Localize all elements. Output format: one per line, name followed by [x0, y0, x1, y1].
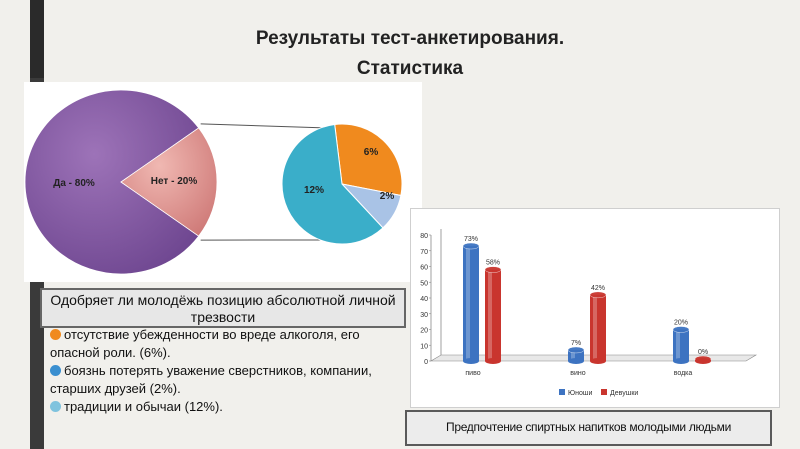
- pie-slice-yes: [24, 89, 200, 275]
- bar-top-cap: [567, 346, 585, 354]
- y-tick-label: 10: [420, 343, 428, 350]
- y-tick-label: 30: [420, 312, 428, 319]
- sub-slice-6: [334, 123, 403, 197]
- light-blue-bullet-icon: [50, 401, 61, 412]
- bar-вино-boys: [568, 349, 584, 361]
- bar-value-label: 0%: [698, 349, 708, 356]
- sub-label-1: 6%: [364, 147, 379, 158]
- blue-bullet-icon: [50, 365, 61, 376]
- bar-caption-text: Предпочтение спиртных напитков молодыми …: [446, 420, 731, 434]
- bar-highlight: [593, 294, 597, 361]
- sub-slice-12: [281, 123, 384, 245]
- reason-text-1: отсутствие убежденности во вреде алкогол…: [50, 327, 360, 360]
- bar-value-label: 20%: [674, 320, 688, 327]
- bar-highlight: [676, 329, 680, 361]
- bar-top-cap: [484, 266, 502, 273]
- legend-label-girls: Девушки: [610, 390, 638, 397]
- connector-line-top: [200, 123, 329, 129]
- y-tick-label: 40: [420, 296, 428, 303]
- bar-top-cap: [462, 242, 480, 250]
- pie-caption-box: Одобряет ли молодёжь позицию абсолютной …: [40, 288, 406, 328]
- reason-text-2: боязнь потерять уважение сверстников, ко…: [50, 363, 372, 396]
- title-line-1: Результаты тест-анкетирования.: [255, 28, 565, 49]
- reason-item-3: традиции и обычаи (12%).: [50, 398, 410, 416]
- y-tick-label: 70: [420, 249, 428, 256]
- y-tick-label: 20: [420, 328, 428, 335]
- bar-bottom-cap: [568, 358, 584, 364]
- bar-пиво-girls: [485, 269, 501, 361]
- reason-item-1: отсутствие убежденности во вреде алкогол…: [50, 326, 410, 362]
- y-tick-label: 60: [420, 265, 428, 272]
- bar-highlight: [488, 269, 492, 361]
- bar-caption-box: Предпочтение спиртных напитков молодыми …: [405, 410, 772, 446]
- bar-bottom-cap: [485, 358, 501, 364]
- reason-item-2: боязнь потерять уважение сверстников, ко…: [50, 362, 410, 398]
- bar-chart: 0 10 20 30 40 50 60 70 80 73% 58% пиво 7% 42% вино 20% 0…: [420, 229, 758, 397]
- bar-bottom-cap: [590, 358, 606, 364]
- bar-chart-panel: 0 10 20 30 40 50 60 70 80 73% 58% пиво 7% 42% вино 20% 0…: [410, 208, 780, 408]
- legend-swatch-girls: [601, 389, 607, 395]
- title-line-2: Статистика: [356, 58, 464, 79]
- x-category-label: пиво: [465, 370, 480, 377]
- bar-highlight: [571, 349, 575, 361]
- bar-вино-girls: [590, 294, 606, 361]
- bar-top-cap: [672, 326, 690, 333]
- bar-top-cap: [589, 291, 607, 299]
- pie-label-yes: Да - 80%: [53, 178, 95, 189]
- main-pie: Да - 80% Нет - 20%: [24, 89, 218, 275]
- sub-label-2: 2%: [380, 191, 395, 202]
- bar-bottom-cap: [695, 358, 711, 364]
- bar-value-label: 73%: [464, 236, 478, 243]
- orange-bullet-icon: [50, 329, 61, 340]
- x-category-label: вино: [570, 370, 585, 377]
- bar-bottom-cap: [673, 358, 689, 364]
- pie-of-pie-chart: Да - 80% Нет - 20% 6% 2% 12%: [24, 89, 403, 275]
- left-decor-bar-top: [30, 0, 44, 78]
- reason-text-3: традиции и обычаи (12%).: [64, 399, 223, 414]
- bar-value-label: 42%: [591, 285, 605, 292]
- reasons-list: отсутствие убежденности во вреде алкогол…: [50, 326, 410, 416]
- pie-chart-panel: Да - 80% Нет - 20% 6% 2% 12%: [24, 82, 422, 282]
- bar-пиво-boys: [463, 246, 479, 361]
- bar-bottom-cap: [463, 358, 479, 364]
- bar-водка-boys: [673, 329, 689, 361]
- y-tick-label: 50: [420, 280, 428, 287]
- bar-highlight: [466, 246, 470, 361]
- legend-swatch-boys: [559, 389, 565, 395]
- sub-label-3: 12%: [304, 185, 324, 196]
- bar-value-label: 7%: [571, 340, 581, 347]
- pie-label-no: Нет - 20%: [151, 176, 198, 187]
- legend-label-boys: Юноши: [568, 390, 592, 397]
- pie-slice-no: [120, 127, 218, 237]
- pie-connector-lines: [200, 123, 329, 241]
- y-tick-label: 80: [420, 233, 428, 240]
- bar-value-label: 58%: [486, 260, 500, 267]
- secondary-pie: 6% 2% 12%: [281, 123, 403, 245]
- page-title: Результаты тест-анкетирования. Статистик…: [150, 24, 670, 84]
- x-category-label: водка: [674, 370, 693, 377]
- y-tick-label: 0: [424, 359, 428, 366]
- pie-caption-text: Одобряет ли молодёжь позицию абсолютной …: [50, 292, 396, 325]
